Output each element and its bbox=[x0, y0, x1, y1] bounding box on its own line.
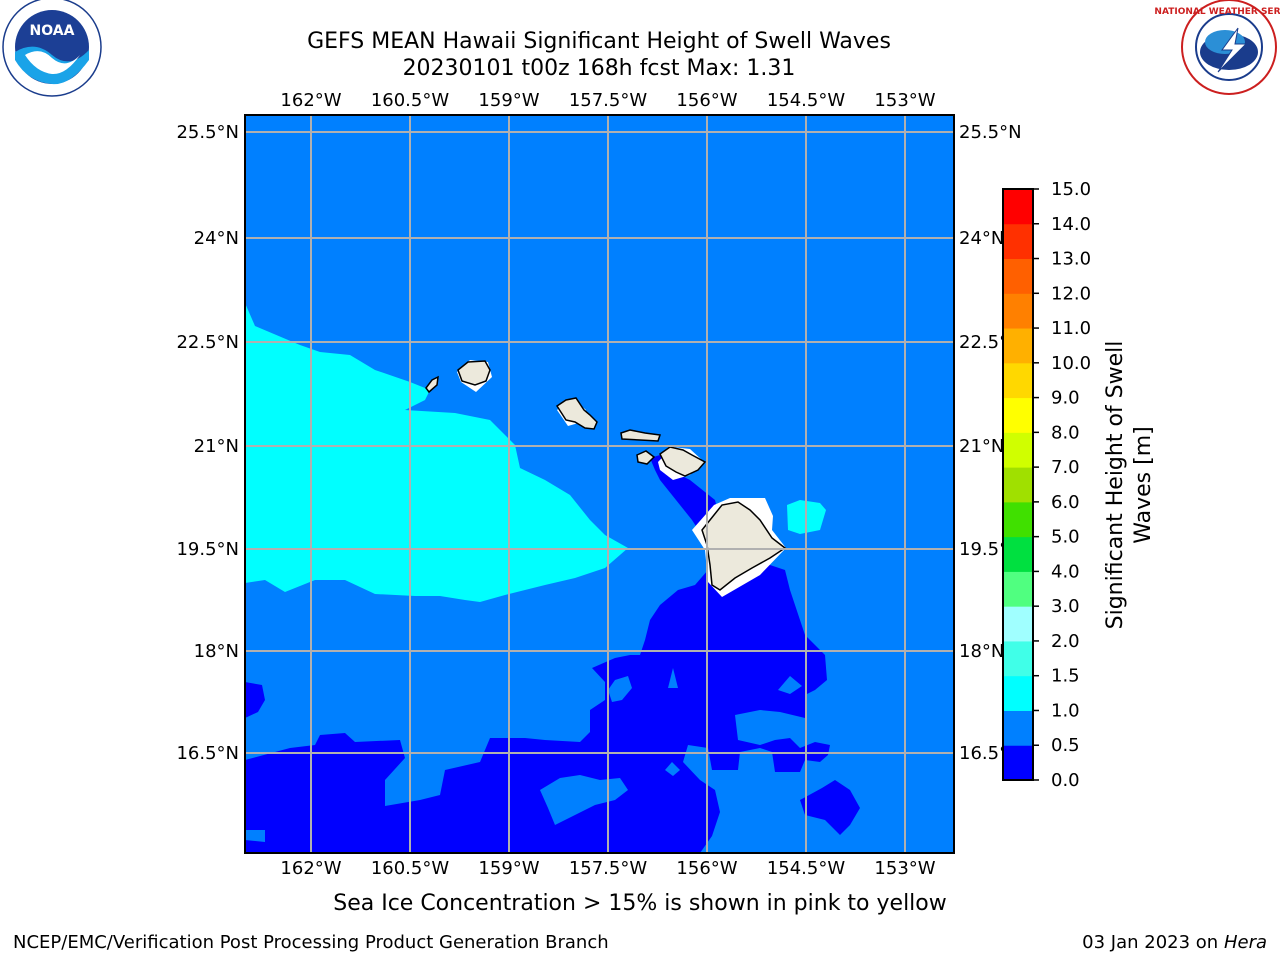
colorbar-segment bbox=[1003, 397, 1033, 433]
lon-tick-label: 156°W bbox=[676, 90, 737, 111]
colorbar-tick-label: 2.0 bbox=[1051, 631, 1080, 652]
lat-tick-label: 24°N bbox=[959, 228, 1004, 249]
lat-tick-label: 24°N bbox=[194, 228, 239, 249]
colorbar-tick-label: 3.0 bbox=[1051, 596, 1080, 617]
colorbar-tick-label: 8.0 bbox=[1051, 422, 1080, 443]
lat-tick-label: 18°N bbox=[959, 641, 1004, 662]
footer-host: Hera bbox=[1223, 932, 1267, 953]
colorbar-segment bbox=[1003, 467, 1033, 503]
lat-tick-label: 16.5°N bbox=[176, 743, 239, 764]
island-lanai bbox=[636, 450, 656, 465]
noaa-logo-text: NOAA bbox=[30, 23, 75, 39]
lon-tick-label: 157.5°W bbox=[569, 90, 648, 111]
lon-tick-label: 157.5°W bbox=[569, 858, 648, 879]
lon-tick-label: 162°W bbox=[280, 90, 341, 111]
colorbar-tick-label: 13.0 bbox=[1051, 249, 1091, 270]
colorbar-segment bbox=[1003, 293, 1033, 329]
island-kauai bbox=[457, 360, 491, 386]
lon-tick-label: 154.5°W bbox=[767, 90, 846, 111]
colorbar-segment bbox=[1003, 432, 1033, 468]
lon-tick-label: 159°W bbox=[478, 90, 539, 111]
nws-logo-text: NATIONAL WEATHER SERVICE bbox=[1154, 7, 1280, 17]
island-maui bbox=[659, 446, 707, 477]
lon-tick-label: 159°W bbox=[478, 858, 539, 879]
sea-ice-caption: Sea Ice Concentration > 15% is shown in … bbox=[333, 891, 947, 916]
colorbar-segment bbox=[1003, 536, 1033, 572]
colorbar-tick-label: 0.5 bbox=[1051, 735, 1080, 756]
colorbar-tick-label: 11.0 bbox=[1051, 318, 1091, 339]
footer-date-text: 03 Jan 2023 on bbox=[1082, 932, 1224, 953]
lat-tick-label: 18°N bbox=[194, 641, 239, 662]
colorbar-segment bbox=[1003, 606, 1033, 642]
colorbar-tick-label: 9.0 bbox=[1051, 388, 1080, 409]
colorbar-segment bbox=[1003, 571, 1033, 607]
map-subtitle: 20230101 t00z 168h fcst Max: 1.31 bbox=[403, 56, 796, 81]
swell-contour-hole-4 bbox=[668, 668, 678, 688]
footer-date: 03 Jan 2023 on Hera bbox=[1082, 932, 1267, 953]
swell-contour-1-1.5m bbox=[245, 303, 628, 602]
swell-contour-hole-5 bbox=[778, 676, 802, 694]
island-molokai bbox=[620, 429, 661, 442]
lon-tick-label: 156°W bbox=[676, 858, 737, 879]
swell-contour-dark-patch-w bbox=[245, 682, 265, 718]
colorbar-segment bbox=[1003, 189, 1033, 225]
footer-credit: NCEP/EMC/Verification Post Processing Pr… bbox=[13, 932, 609, 953]
colorbar-tick-label: 5.0 bbox=[1051, 527, 1080, 548]
swell-contour-hole-3 bbox=[665, 762, 680, 776]
colorbar-segment bbox=[1003, 745, 1033, 781]
lat-tick-label: 25.5°N bbox=[176, 122, 239, 143]
colorbar-label-line2: Waves [m] bbox=[1131, 426, 1156, 543]
island-big-island bbox=[701, 501, 787, 591]
colorbar-tick-label: 10.0 bbox=[1051, 353, 1091, 374]
colorbar-segment bbox=[1003, 223, 1033, 260]
lat-gridlines bbox=[245, 131, 954, 754]
colorbar-segment bbox=[1003, 640, 1033, 677]
colorbar-tick-label: 12.0 bbox=[1051, 283, 1091, 304]
lon-tick-label: 162°W bbox=[280, 858, 341, 879]
colorbar-segment bbox=[1003, 258, 1033, 294]
map-frame bbox=[244, 114, 955, 854]
colorbar-segment bbox=[1003, 501, 1033, 538]
swell-contour-hole-1 bbox=[540, 775, 628, 825]
noaa-logo: NOAA bbox=[2, 0, 102, 97]
lat-tick-label: 21°N bbox=[959, 436, 1004, 457]
colorbar-tick-label: 7.0 bbox=[1051, 457, 1080, 478]
colorbar-tick-label: 4.0 bbox=[1051, 561, 1080, 582]
island-niihau bbox=[425, 375, 439, 394]
colorbar-tick-label: 1.0 bbox=[1051, 700, 1080, 721]
colorbar-tick-label: 15.0 bbox=[1051, 179, 1091, 200]
swell-contour-dark-patch-se bbox=[800, 780, 860, 835]
colorbar-tick-label: 14.0 bbox=[1051, 214, 1091, 235]
colorbar-segment bbox=[1003, 362, 1033, 399]
lon-tick-label: 154.5°W bbox=[767, 858, 846, 879]
lon-tick-label: 160.5°W bbox=[371, 858, 450, 879]
map-area bbox=[245, 115, 954, 853]
colorbar-label-line1: Significant Height of Swell bbox=[1103, 341, 1128, 630]
colorbar-segment bbox=[1003, 710, 1033, 746]
island-oahu bbox=[555, 397, 598, 430]
colorbar: 0.0 0.5 1.0 1.5 2.0 3.0 4.0 5.0 6.0 7.0 8.0 9.0 10.0… bbox=[1002, 179, 1091, 791]
lat-tick-label: 22.5°N bbox=[176, 332, 239, 353]
nws-logo: NATIONAL WEATHER SERVICE bbox=[1154, 0, 1280, 95]
colorbar-segment bbox=[1003, 328, 1033, 364]
colorbar-segment bbox=[1003, 675, 1033, 711]
lon-tick-label: 160.5°W bbox=[371, 90, 450, 111]
lon-tick-label: 153°W bbox=[874, 858, 935, 879]
map-title: GEFS MEAN Hawaii Significant Height of S… bbox=[307, 29, 891, 54]
lat-tick-labels-left: 25.5°N 24°N 22.5°N 21°N 19.5°N 18°N 16.5… bbox=[176, 122, 239, 764]
colorbar-tick-label: 1.5 bbox=[1051, 666, 1080, 687]
colorbar-frame bbox=[1002, 188, 1034, 781]
colorbar-tick-label: 6.0 bbox=[1051, 492, 1080, 513]
lon-tick-labels-bottom: 162°W 160.5°W 159°W 157.5°W 156°W 154.5°… bbox=[280, 858, 935, 879]
lat-tick-label: 21°N bbox=[194, 436, 239, 457]
colorbar-tick-label: 0.0 bbox=[1051, 770, 1080, 791]
swell-contour-hole-2 bbox=[608, 676, 632, 702]
lon-tick-label: 153°W bbox=[874, 90, 935, 111]
lon-tick-labels-top: 162°W 160.5°W 159°W 157.5°W 156°W 154.5°… bbox=[280, 90, 935, 111]
lat-tick-label: 19.5°N bbox=[176, 539, 239, 560]
lat-tick-label: 25.5°N bbox=[959, 122, 1022, 143]
